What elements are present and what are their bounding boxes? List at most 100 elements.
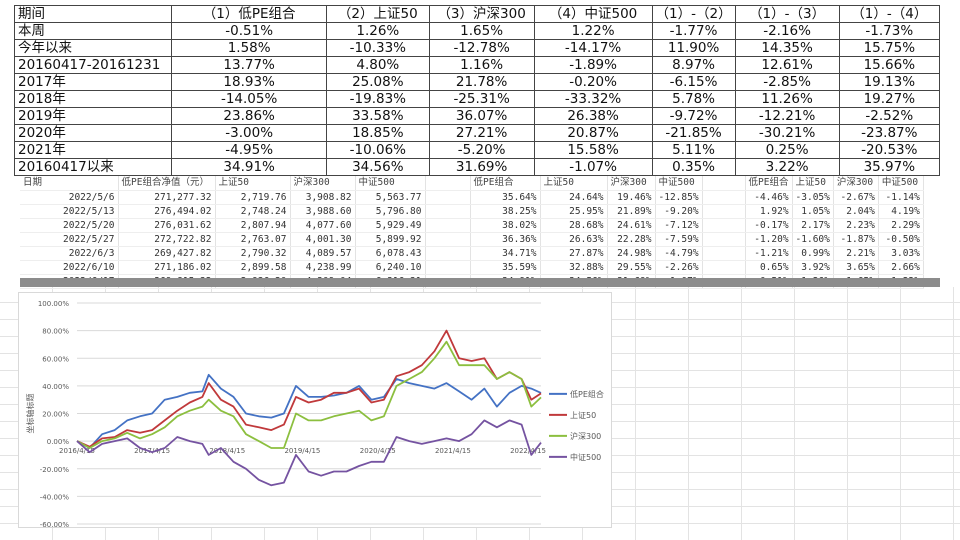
table-cell[interactable]: -12.85% <box>655 190 703 205</box>
table-cell[interactable]: -2.26% <box>655 260 703 275</box>
table-cell[interactable]: 29.55% <box>607 260 656 275</box>
table-cell[interactable]: 35.97% <box>838 158 941 176</box>
table-cell[interactable]: 18.85% <box>326 124 430 142</box>
column-header[interactable]: 日期 <box>20 176 119 191</box>
table-cell[interactable]: 2018年 <box>13 90 173 108</box>
table-cell[interactable]: -10.06% <box>326 141 430 159</box>
table-cell[interactable]: 0.25% <box>734 141 840 159</box>
table-cell[interactable]: -2.67% <box>833 190 879 205</box>
table-cell[interactable] <box>702 260 746 275</box>
table-cell[interactable]: -21.85% <box>651 124 736 142</box>
column-header[interactable]: 沪深300 <box>290 176 356 191</box>
column-header[interactable]: 中证500 <box>355 176 426 191</box>
table-cell[interactable]: -9.72% <box>651 107 736 125</box>
table-cell[interactable]: 20.87% <box>533 124 653 142</box>
table-cell[interactable]: 18.93% <box>171 73 328 91</box>
table-cell[interactable]: -7.12% <box>655 218 703 233</box>
table-cell[interactable] <box>702 190 746 205</box>
table-cell[interactable]: 2021年 <box>13 141 173 159</box>
table-cell[interactable]: 11.26% <box>734 90 840 108</box>
table-cell[interactable]: -1.20% <box>745 232 793 247</box>
table-cell[interactable]: -6.15% <box>651 73 736 91</box>
table-cell[interactable]: -1.14% <box>878 190 924 205</box>
table-cell[interactable]: 20160417-20161231 <box>13 56 173 74</box>
table-cell[interactable]: 1.05% <box>792 204 834 219</box>
column-header[interactable]: （1）-（2） <box>651 5 736 23</box>
table-cell[interactable]: 3.03% <box>878 246 924 261</box>
table-cell[interactable]: 15.66% <box>838 56 941 74</box>
table-cell[interactable]: -1.07% <box>533 158 653 176</box>
table-cell[interactable]: 19.27% <box>838 90 941 108</box>
table-cell[interactable]: -1.87% <box>833 232 879 247</box>
table-cell[interactable]: 20160417以来 <box>13 158 173 176</box>
table-cell[interactable]: 24.64% <box>540 190 608 205</box>
table-cell[interactable]: 0.65% <box>745 260 793 275</box>
table-cell[interactable]: 3.92% <box>792 260 834 275</box>
table-cell[interactable]: 4,077.60 <box>290 218 356 233</box>
column-header[interactable]: （1）-（3） <box>734 5 840 23</box>
column-header[interactable]: 沪深300 <box>607 176 656 191</box>
table-cell[interactable]: 13.77% <box>171 56 328 74</box>
table-cell[interactable]: 4.80% <box>326 56 430 74</box>
table-cell[interactable]: 5,563.77 <box>355 190 426 205</box>
table-cell[interactable]: 2019年 <box>13 107 173 125</box>
table-cell[interactable]: -3.05% <box>792 190 834 205</box>
column-header[interactable]: 低PE组合 <box>745 176 793 191</box>
table-cell[interactable]: 5.78% <box>651 90 736 108</box>
table-cell[interactable]: 2,748.24 <box>215 204 291 219</box>
column-header[interactable]: （3）沪深300 <box>428 5 535 23</box>
table-cell[interactable]: 2,719.76 <box>215 190 291 205</box>
table-cell[interactable]: 269,427.82 <box>118 246 216 261</box>
table-cell[interactable]: -25.31% <box>428 90 535 108</box>
table-cell[interactable]: 26.38% <box>533 107 653 125</box>
table-cell[interactable]: -7.59% <box>655 232 703 247</box>
table-cell[interactable]: -30.21% <box>734 124 840 142</box>
column-header[interactable]: 上证50 <box>792 176 834 191</box>
table-cell[interactable]: 271,277.32 <box>118 190 216 205</box>
table-cell[interactable]: -5.20% <box>428 141 535 159</box>
table-cell[interactable]: 2022/5/27 <box>20 232 119 247</box>
table-cell[interactable]: 3,988.60 <box>290 204 356 219</box>
table-cell[interactable]: -4.79% <box>655 246 703 261</box>
table-cell[interactable]: 6,078.43 <box>355 246 426 261</box>
table-cell[interactable]: 本周 <box>13 22 173 40</box>
column-header[interactable]: （2）上证50 <box>326 5 430 23</box>
table-cell[interactable]: 36.36% <box>470 232 541 247</box>
table-cell[interactable]: 2.17% <box>792 218 834 233</box>
table-cell[interactable]: 12.61% <box>734 56 840 74</box>
table-cell[interactable]: 2022/5/20 <box>20 218 119 233</box>
table-cell[interactable]: 25.08% <box>326 73 430 91</box>
table-cell[interactable]: 25.95% <box>540 204 608 219</box>
table-cell[interactable]: 1.65% <box>428 22 535 40</box>
table-cell[interactable]: -0.17% <box>745 218 793 233</box>
column-header[interactable]: 低PE组合净值（元） <box>118 176 216 191</box>
table-cell[interactable]: 2022/6/10 <box>20 260 119 275</box>
table-cell[interactable] <box>425 204 471 219</box>
table-cell[interactable]: 4,238.99 <box>290 260 356 275</box>
table-cell[interactable]: 36.07% <box>428 107 535 125</box>
table-cell[interactable]: -2.85% <box>734 73 840 91</box>
table-cell[interactable]: -1.60% <box>792 232 834 247</box>
table-cell[interactable]: 11.90% <box>651 39 736 57</box>
table-cell[interactable]: 5,929.49 <box>355 218 426 233</box>
table-cell[interactable]: -4.95% <box>171 141 328 159</box>
table-cell[interactable]: 19.13% <box>838 73 941 91</box>
table-cell[interactable]: 2,807.94 <box>215 218 291 233</box>
table-cell[interactable] <box>425 246 471 261</box>
column-header[interactable]: （1）低PE组合 <box>171 5 328 23</box>
column-header[interactable] <box>702 176 746 191</box>
column-header[interactable]: 中证500 <box>878 176 924 191</box>
table-cell[interactable]: -1.21% <box>745 246 793 261</box>
column-header[interactable]: 中证500 <box>655 176 703 191</box>
table-cell[interactable]: 2,763.07 <box>215 232 291 247</box>
table-cell[interactable]: -9.20% <box>655 204 703 219</box>
table-cell[interactable]: 34.56% <box>326 158 430 176</box>
table-cell[interactable]: 34.71% <box>470 246 541 261</box>
table-cell[interactable]: 8.97% <box>651 56 736 74</box>
table-cell[interactable]: 2022/6/3 <box>20 246 119 261</box>
table-cell[interactable]: 21.78% <box>428 73 535 91</box>
table-cell[interactable]: 1.58% <box>171 39 328 57</box>
table-cell[interactable]: 1.26% <box>326 22 430 40</box>
table-cell[interactable]: 28.68% <box>540 218 608 233</box>
table-cell[interactable]: 1.22% <box>533 22 653 40</box>
